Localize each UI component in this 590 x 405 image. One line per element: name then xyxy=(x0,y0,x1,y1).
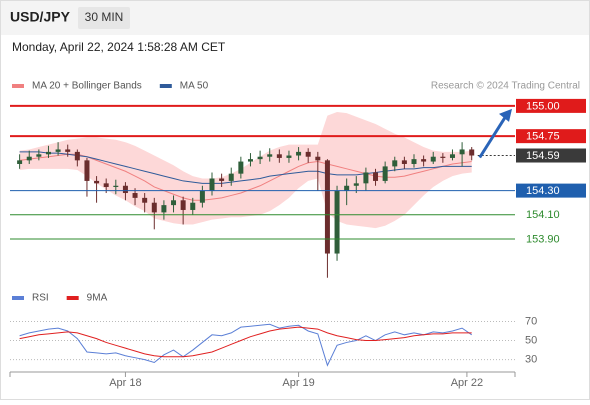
candle-body xyxy=(94,180,100,184)
candle-body xyxy=(65,149,71,152)
legend-label: MA 20 + Bollinger Bands xyxy=(32,81,142,92)
candle-body xyxy=(199,190,205,203)
symbol: USD/JPY xyxy=(10,9,71,25)
level-label: 154.59 xyxy=(526,150,560,162)
candle-body xyxy=(324,160,330,254)
candle-body xyxy=(161,205,167,213)
level-label: 153.90 xyxy=(526,233,560,245)
candle-body xyxy=(421,159,427,162)
candle-body xyxy=(401,160,407,164)
indicator-line xyxy=(19,326,472,358)
candle-body xyxy=(247,159,253,162)
candle-body xyxy=(26,156,32,161)
candle-body xyxy=(344,185,350,191)
forecast-arrowhead xyxy=(499,108,512,122)
level-label: 154.10 xyxy=(526,209,560,221)
datetime: Monday, April 22, 2024 1:58:28 AM CET xyxy=(12,40,226,54)
x-tick-label: Apr 22 xyxy=(451,377,483,389)
y-tick-label: 50 xyxy=(525,334,537,346)
candle-body xyxy=(334,190,340,254)
candle-body xyxy=(219,178,225,181)
candle-body xyxy=(353,183,359,186)
candle-body xyxy=(171,200,177,206)
indicator-line xyxy=(19,323,472,367)
candle-body xyxy=(45,151,51,155)
candle-body xyxy=(122,185,128,194)
candle-body xyxy=(276,154,282,158)
candle-body xyxy=(286,155,292,158)
candle-body xyxy=(382,166,388,181)
candle-body xyxy=(305,151,311,157)
level-label: 155.00 xyxy=(526,100,560,112)
y-tick-label: 70 xyxy=(525,315,537,327)
level-label: 154.30 xyxy=(526,185,560,197)
candle-body xyxy=(228,173,234,181)
candle-body xyxy=(74,151,80,161)
level-box xyxy=(516,129,586,144)
candle-body xyxy=(459,149,465,155)
interval: 30 MIN xyxy=(85,10,124,24)
candle-body xyxy=(113,185,119,187)
forecast-arrow xyxy=(478,115,508,159)
legend-label: MA 50 xyxy=(180,81,209,92)
bollinger-band xyxy=(19,111,472,229)
candle-body xyxy=(55,149,61,152)
candle-body xyxy=(17,160,23,164)
candle-body xyxy=(449,154,455,158)
candle-body xyxy=(392,160,398,167)
level-box xyxy=(516,148,586,163)
candle-body xyxy=(36,154,42,157)
candle-body xyxy=(84,160,90,181)
candle-body xyxy=(296,151,302,156)
candle-body xyxy=(142,197,148,203)
legend-swatch xyxy=(12,296,24,300)
candle-body xyxy=(209,178,215,191)
interval-box xyxy=(78,7,130,29)
candle-body xyxy=(315,156,321,161)
source: Research © 2024 Trading Central xyxy=(431,81,580,92)
candle-body xyxy=(190,202,196,210)
candle-body xyxy=(180,200,186,210)
candle-body xyxy=(267,154,273,157)
legend-swatch xyxy=(66,296,79,300)
level-label: 154.75 xyxy=(526,131,560,143)
candle-body xyxy=(373,172,379,181)
candle-body xyxy=(440,156,446,158)
level-box xyxy=(516,183,586,198)
candle-body xyxy=(257,156,263,160)
candle-body xyxy=(363,172,369,184)
legend-label: 9MA xyxy=(87,293,108,304)
ma-line xyxy=(19,153,472,201)
candle-body xyxy=(151,202,157,213)
candle-body xyxy=(103,183,109,187)
ma-line xyxy=(19,151,472,184)
x-tick-label: Apr 19 xyxy=(282,377,314,389)
candle-body xyxy=(132,193,138,198)
candle-body xyxy=(238,161,244,174)
y-tick-label: 30 xyxy=(525,354,537,366)
legend-swatch xyxy=(12,84,24,88)
level-box xyxy=(516,98,586,113)
legend-swatch xyxy=(159,84,172,88)
candle-body xyxy=(430,156,436,162)
candle-body xyxy=(411,159,417,164)
candle-body xyxy=(469,149,475,156)
legend-label: RSI xyxy=(32,293,49,304)
x-tick-label: Apr 18 xyxy=(109,377,141,389)
